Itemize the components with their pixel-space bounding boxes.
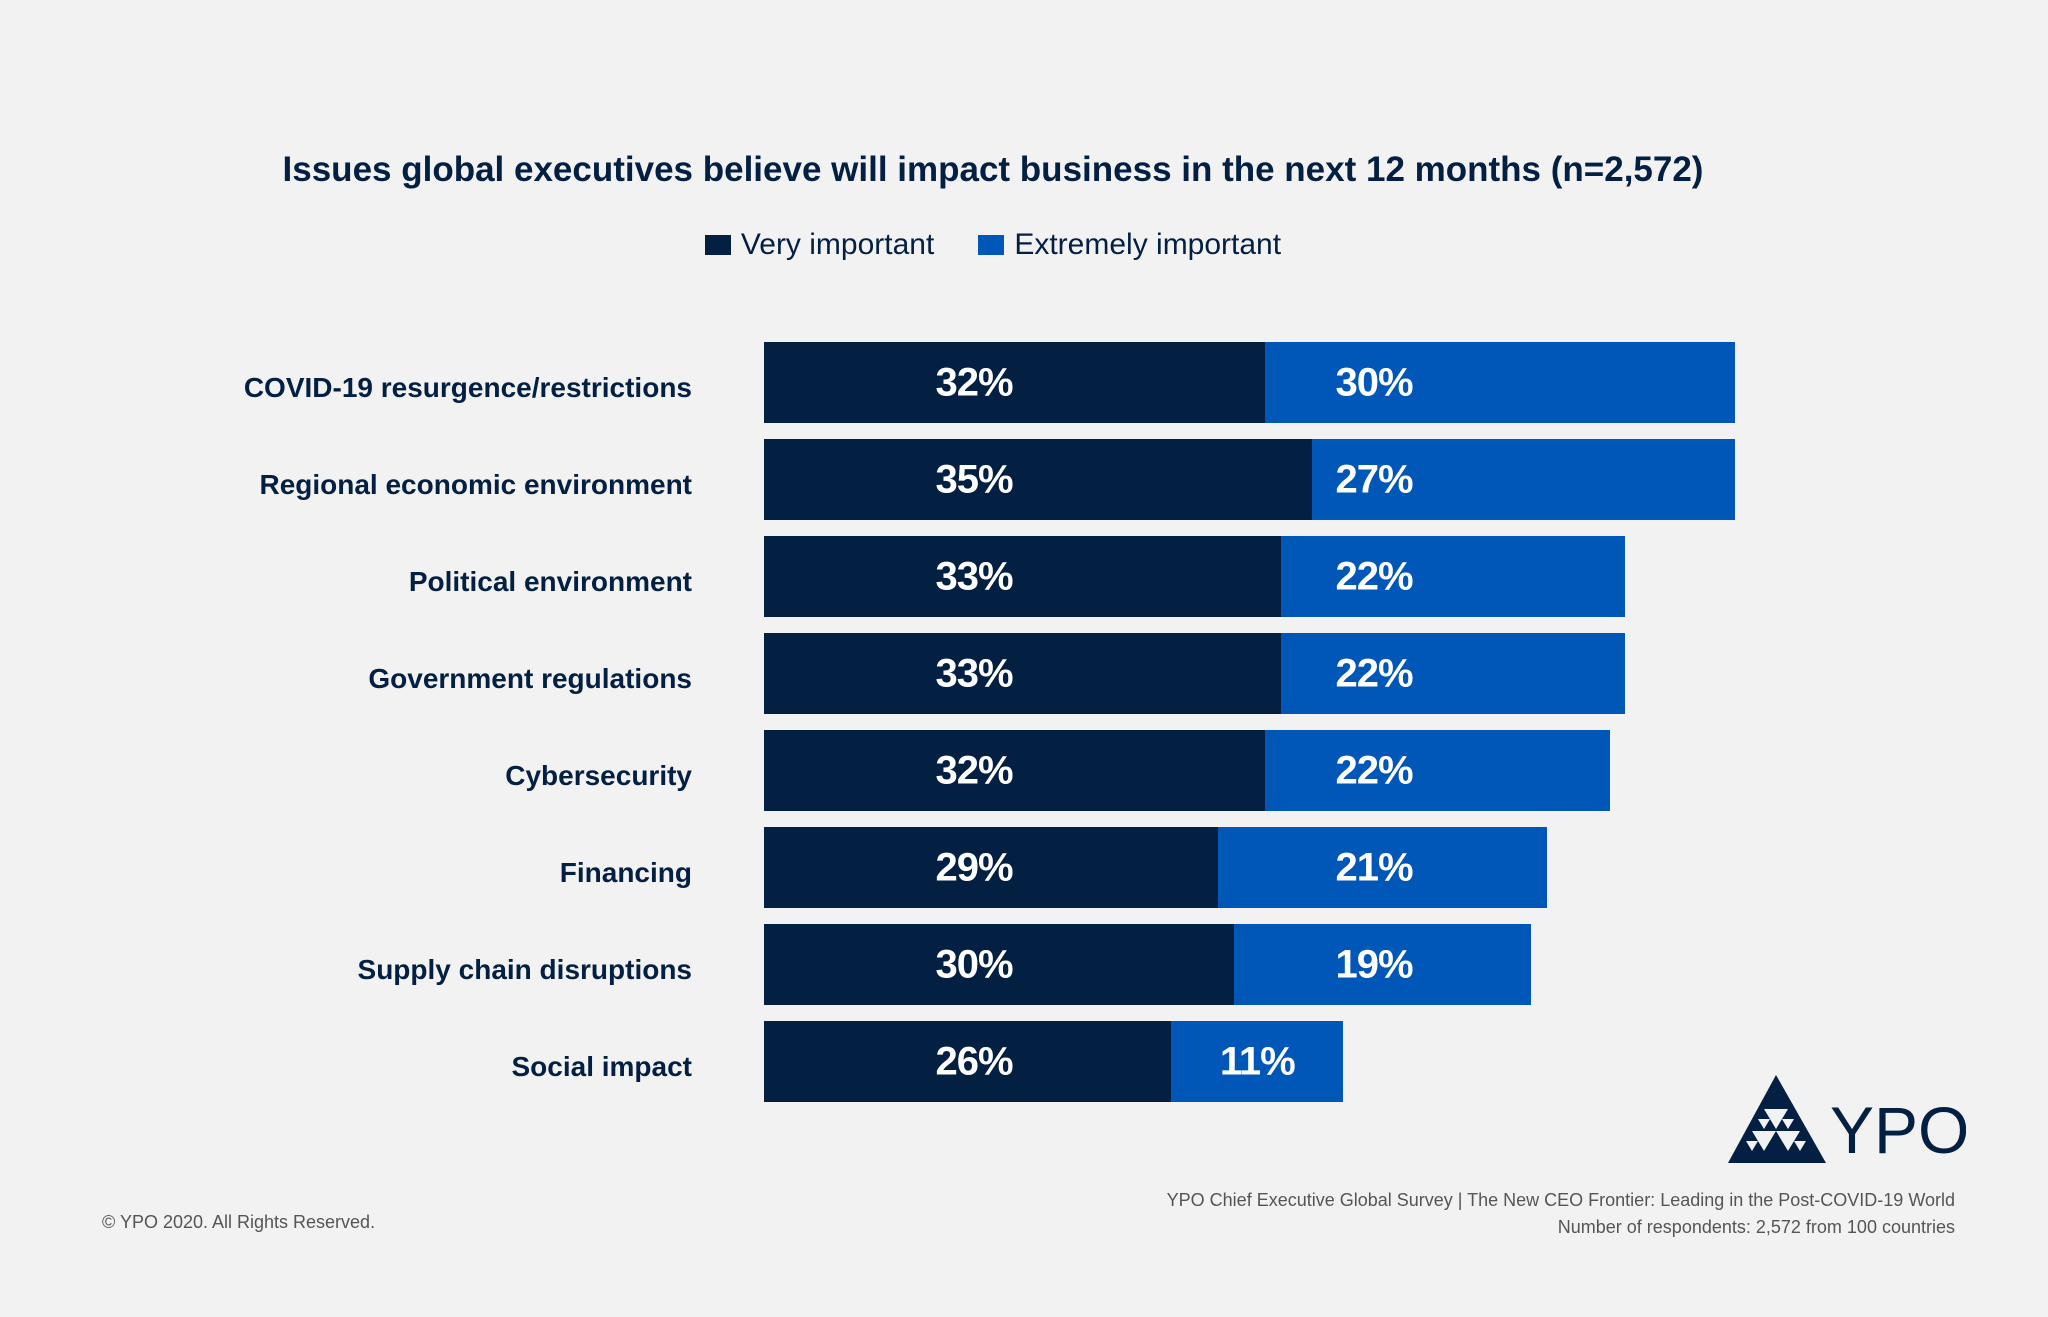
category-label: Cybersecurity — [505, 760, 692, 791]
category-label: Government regulations — [368, 663, 692, 694]
category-label: Financing — [559, 857, 692, 888]
bar-extremely-important — [1265, 342, 1735, 423]
category-label: Social impact — [511, 1051, 692, 1082]
data-label: 30% — [1335, 360, 1413, 404]
legend-label: Very important — [740, 228, 935, 261]
source-line: YPO Chief Executive Global Survey | The … — [1166, 1190, 1955, 1210]
data-label: 22% — [1335, 651, 1413, 695]
bar-extremely-important — [1171, 1021, 1344, 1102]
legend-item-very: Very important — [704, 228, 935, 262]
data-label: 32% — [935, 360, 1013, 404]
data-label: 32% — [935, 748, 1013, 792]
bar-extremely-important — [1233, 924, 1532, 1005]
bar-extremely-important — [1218, 827, 1547, 908]
legend-swatch — [978, 235, 1005, 255]
data-label: 19% — [1335, 942, 1413, 986]
legend-swatch — [704, 235, 731, 255]
logo-text: YPO — [1830, 1093, 1966, 1165]
legend-item-extremely: Extremely important — [978, 228, 1281, 262]
data-label: 33% — [935, 651, 1013, 695]
data-label: 21% — [1335, 845, 1413, 889]
bar-extremely-important — [1312, 439, 1735, 520]
category-label: Supply chain disruptions — [357, 954, 692, 985]
bar-very-important — [764, 342, 1266, 423]
bar-extremely-important — [1265, 730, 1610, 811]
ypo-logo: YPO — [1728, 1075, 1966, 1165]
source-note: YPO Chief Executive Global Survey | The … — [1167, 1187, 1955, 1241]
data-label: 35% — [935, 457, 1013, 501]
bar-very-important — [764, 924, 1234, 1005]
bar-extremely-important — [1280, 536, 1626, 617]
category-label: Regional economic environment — [259, 469, 692, 500]
category-label: COVID-19 resurgence/restrictions — [243, 372, 692, 403]
chart-title: Issues global executives believe will im… — [282, 150, 1704, 189]
data-label: 22% — [1335, 748, 1413, 792]
legend-label: Extremely important — [1014, 228, 1282, 261]
bar-very-important — [764, 536, 1281, 617]
copyright: © YPO 2020. All Rights Reserved. — [102, 1212, 376, 1232]
bar-extremely-important — [1280, 633, 1626, 714]
respondents-line: Number of respondents: 2,572 from 100 co… — [1557, 1217, 1955, 1237]
data-label: 22% — [1335, 554, 1413, 598]
data-label: 27% — [1335, 457, 1413, 501]
data-label: 33% — [935, 554, 1013, 598]
bar-very-important — [764, 730, 1266, 811]
legend: Very important Extremely important — [0, 228, 1986, 262]
data-label: 26% — [935, 1039, 1013, 1083]
bar-very-important — [764, 1021, 1172, 1102]
bar-very-important — [764, 827, 1219, 908]
data-label: 11% — [1219, 1039, 1296, 1083]
bar-very-important — [764, 439, 1313, 520]
category-label: Political environment — [408, 566, 692, 597]
bar-very-important — [764, 633, 1281, 714]
data-label: 30% — [935, 942, 1013, 986]
data-label: 29% — [935, 845, 1013, 889]
